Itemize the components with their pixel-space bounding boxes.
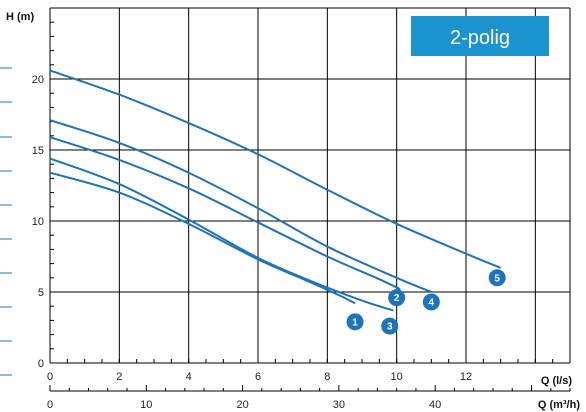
x-axis-ls: 0 2 4 6 8 10 12 [47, 371, 472, 383]
x2-tick-label: 30 [333, 399, 345, 411]
curve-label-number: 2 [394, 293, 400, 304]
y-axis: 0 5 10 15 20 [32, 74, 44, 370]
curve-label-number: 1 [352, 317, 358, 328]
curve-label-circle [488, 269, 506, 287]
curve-5 [49, 69, 502, 269]
curve-label-number: 4 [429, 297, 435, 308]
grid [0, 7, 571, 376]
x-axis-m3h: 0 10 20 30 40 [47, 385, 571, 411]
y-tick-label: 10 [32, 216, 44, 228]
curve-4 [49, 119, 432, 293]
x-tick-label: 8 [324, 371, 330, 383]
curve-label-circle [381, 317, 399, 335]
curve-label-number: 3 [387, 322, 393, 333]
x-tick-label: 2 [116, 371, 122, 383]
y-tick-label: 20 [32, 74, 44, 86]
x2-tick-label: 0 [47, 399, 53, 411]
chart-title: 2-polig [450, 27, 510, 49]
y-tick-label: 0 [38, 358, 44, 370]
y-tick-label: 15 [32, 145, 44, 157]
title-box-background [411, 16, 549, 56]
curve-label-2: 2 [388, 289, 406, 307]
x-axis-title: Q (l/s) [541, 375, 573, 387]
x2-tick-label: 20 [236, 399, 248, 411]
curves [49, 69, 502, 312]
x-tick-label: 4 [186, 371, 192, 383]
curve-1 [49, 171, 356, 305]
curve-label-4: 4 [422, 293, 440, 311]
x-tick-label: 0 [47, 371, 53, 383]
curve-label-3: 3 [381, 317, 399, 335]
x-tick-label: 6 [255, 371, 261, 383]
x2-axis-title: Q (m³/h) [538, 399, 580, 411]
curve-label-number: 5 [494, 273, 500, 284]
curve-label-1: 1 [346, 313, 364, 331]
title-box: 2-polig [411, 16, 549, 56]
curve-label-circle [388, 289, 406, 307]
curve-2 [49, 136, 401, 291]
x-tick-label: 12 [460, 371, 472, 383]
y-tick-label: 5 [38, 287, 44, 299]
curve-labels: 1 2 3 4 5 [346, 269, 506, 335]
curve-label-circle [422, 293, 440, 311]
x-tick-label: 10 [391, 371, 403, 383]
x2-tick-label: 10 [140, 399, 152, 411]
curve-label-circle [346, 313, 364, 331]
curve-label-5: 5 [488, 269, 506, 287]
y-axis-title: H (m) [6, 11, 34, 23]
curve-3 [49, 157, 394, 312]
x2-tick-label: 40 [429, 399, 441, 411]
